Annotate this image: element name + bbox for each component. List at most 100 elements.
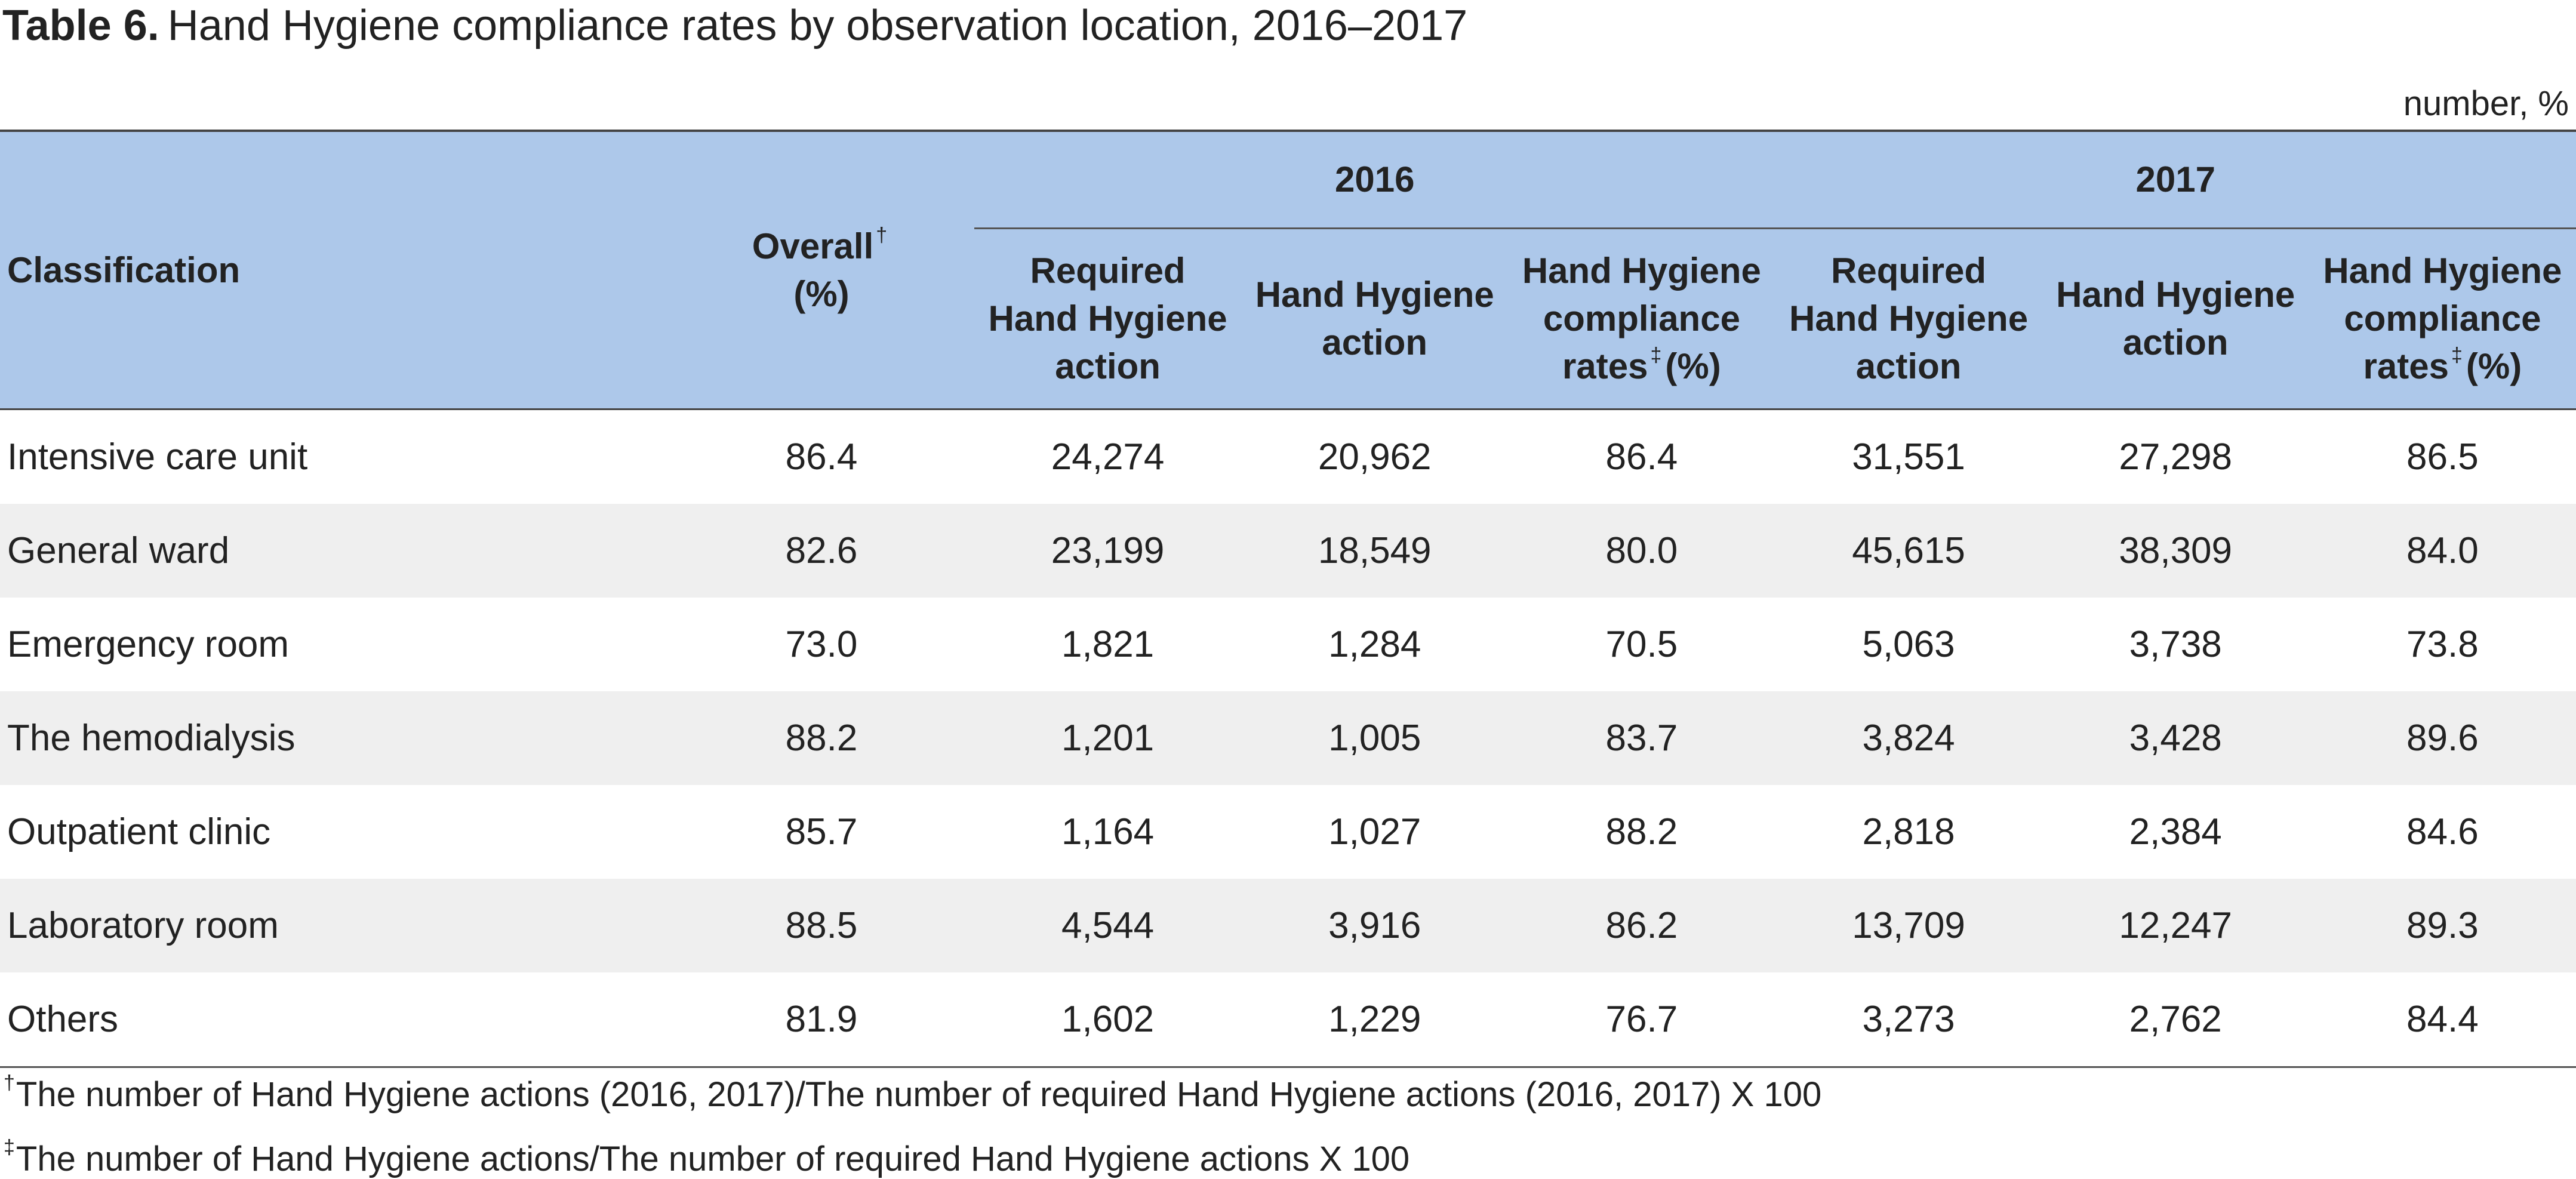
value-cell: 81.9 xyxy=(785,999,858,1040)
value-cell: 85.7 xyxy=(785,811,858,852)
title-label: Table 6. xyxy=(2,2,159,50)
year-header: 2017 xyxy=(1775,131,2576,229)
header-text: Overall xyxy=(752,226,874,266)
table-row: The hemodialysis 88.2 1,201 1,005 83.7 3,824 3… xyxy=(0,691,2576,785)
value-cell: 88.5 xyxy=(669,879,974,972)
header-row: Required Hand Hygiene action Hand Hygiene ac… xyxy=(0,228,2576,410)
value-cell: 12,247 xyxy=(2042,879,2309,972)
header-cell: Classification xyxy=(0,131,669,410)
header-text: Hand Hygiene xyxy=(2323,251,2562,291)
footnote-text: The number of Hand Hygiene actions (2016… xyxy=(16,1075,1822,1114)
value-cell: 20,962 xyxy=(1318,436,1432,478)
header-text: action xyxy=(1855,346,1962,386)
value-cell: 3,916 xyxy=(1241,879,1509,972)
value-cell: 3,738 xyxy=(2129,624,2222,665)
value-cell: 2,762 xyxy=(2129,999,2222,1040)
value-cell: 84.0 xyxy=(2309,504,2576,598)
table-row: Outpatient clinic 85.7 1,164 1,027 88.2 2,818… xyxy=(0,785,2576,879)
row-label: Emergency room xyxy=(7,624,290,665)
value-cell: 2,818 xyxy=(1862,811,1955,852)
row-label: General ward xyxy=(0,504,669,598)
value-cell: 24,274 xyxy=(1051,436,1165,478)
row-label: Others xyxy=(7,999,119,1040)
header-text: rates xyxy=(2363,346,2449,386)
header-text: action xyxy=(1322,322,1428,362)
table-row: General ward 82.6 23,199 18,549 80.0 45,615 38… xyxy=(0,504,2576,598)
value-cell: 1,027 xyxy=(1328,811,1421,852)
header-row: Classification Overall † (%) 2016 2017 xyxy=(0,131,2576,410)
footnote-text: The number of Hand Hygiene actions/The n… xyxy=(16,1140,1410,1178)
value-cell: 83.7 xyxy=(1508,691,1775,785)
row-label: Laboratory room xyxy=(0,879,669,972)
row-label: The hemodialysis xyxy=(0,691,669,785)
header-text: Hand Hygiene xyxy=(1255,275,1494,315)
header-cell: Required Hand Hygiene action xyxy=(1775,228,2042,410)
footnote: ‡The number of Hand Hygiene actions/The … xyxy=(4,1136,1410,1179)
value-cell: 86.2 xyxy=(1508,879,1775,972)
value-cell: 88.2 xyxy=(1605,811,1678,852)
footnote-mark: † xyxy=(4,1072,15,1094)
value-cell: 1,005 xyxy=(1241,691,1509,785)
value-cell: 84.6 xyxy=(2406,811,2479,852)
header-text: compliance xyxy=(2344,298,2541,338)
header-cell: Hand Hygiene action xyxy=(1241,228,1509,410)
value-cell: 73.0 xyxy=(785,624,858,665)
footnote-mark: ‡ xyxy=(1650,344,1662,367)
row-label: Intensive care unit xyxy=(7,436,308,478)
value-cell: 27,298 xyxy=(2119,436,2233,478)
table-title: Table 6. Hand Hygiene compliance rates by… xyxy=(2,1,1467,50)
unit-note: number, % xyxy=(2403,84,2569,123)
value-cell: 70.5 xyxy=(1605,624,1678,665)
value-cell: 23,199 xyxy=(974,504,1242,598)
table-row: Laboratory room 88.5 4,544 3,916 86.2 13,709 1… xyxy=(0,879,2576,972)
value-cell: 18,549 xyxy=(1241,504,1509,598)
footnote-mark: † xyxy=(876,223,888,247)
header-text: Hand Hygiene xyxy=(1522,251,1761,291)
footnote: †The number of Hand Hygiene actions (201… xyxy=(4,1072,1822,1115)
value-cell: 1,164 xyxy=(1061,811,1155,852)
value-cell: 89.3 xyxy=(2309,879,2576,972)
header-cell: Overall † (%) xyxy=(669,131,974,410)
header-cell: Required Hand Hygiene action xyxy=(974,228,1242,410)
year-header: 2016 xyxy=(974,131,1775,229)
header-text: (%) xyxy=(1665,346,1721,386)
footnote-mark: ‡ xyxy=(4,1136,15,1159)
value-cell: 86.5 xyxy=(2406,436,2479,478)
header-cell: Hand Hygiene compliance rates ‡ (%) xyxy=(1508,228,1775,410)
row-label: Outpatient clinic xyxy=(7,811,271,852)
table-header: Classification Overall † (%) 2016 2017 Requ… xyxy=(0,131,2576,410)
value-cell: 3,824 xyxy=(1775,691,2042,785)
value-cell: 5,063 xyxy=(1862,624,1955,665)
header-text: action xyxy=(2122,322,2229,362)
value-cell: 1,229 xyxy=(1328,999,1421,1040)
value-cell: 73.8 xyxy=(2406,624,2479,665)
table-row: Emergency room 73.0 1,821 1,284 70.5 5,063 3,7… xyxy=(0,598,2576,691)
header-text: Hand Hygiene xyxy=(988,298,1227,338)
header-text: Hand Hygiene xyxy=(2056,275,2295,315)
header-text: Hand Hygiene xyxy=(1789,298,2029,338)
value-cell: 86.4 xyxy=(1605,436,1678,478)
table-row: Intensive care unit 86.4 24,274 20,962 86.4 3… xyxy=(0,410,2576,504)
value-cell: 3,273 xyxy=(1862,999,1955,1040)
header-text: rates xyxy=(1562,346,1648,386)
header-text: Required xyxy=(1831,251,1987,291)
footnote-mark: ‡ xyxy=(2451,344,2463,367)
value-cell: 4,544 xyxy=(974,879,1242,972)
value-cell: 1,201 xyxy=(974,691,1242,785)
value-cell: 13,709 xyxy=(1775,879,2042,972)
header-text: (%) xyxy=(793,273,850,314)
value-cell: 2,384 xyxy=(2129,811,2222,852)
value-cell: 3,428 xyxy=(2042,691,2309,785)
value-cell: 31,551 xyxy=(1852,436,1965,478)
value-cell: 89.6 xyxy=(2309,691,2576,785)
table-row: Others 81.9 1,602 1,229 76.7 3,273 2,762 84.4 xyxy=(0,972,2576,1067)
header-cell: Hand Hygiene compliance rates ‡ (%) xyxy=(2309,228,2576,410)
header-cell: Hand Hygiene action xyxy=(2042,228,2309,410)
value-cell: 84.4 xyxy=(2406,999,2479,1040)
table-body: Intensive care unit 86.4 24,274 20,962 86.4 3… xyxy=(0,410,2576,1067)
header-text: action xyxy=(1055,346,1161,386)
value-cell: 1,602 xyxy=(1061,999,1155,1040)
header-text: compliance xyxy=(1543,298,1740,338)
value-cell: 1,821 xyxy=(1061,624,1155,665)
